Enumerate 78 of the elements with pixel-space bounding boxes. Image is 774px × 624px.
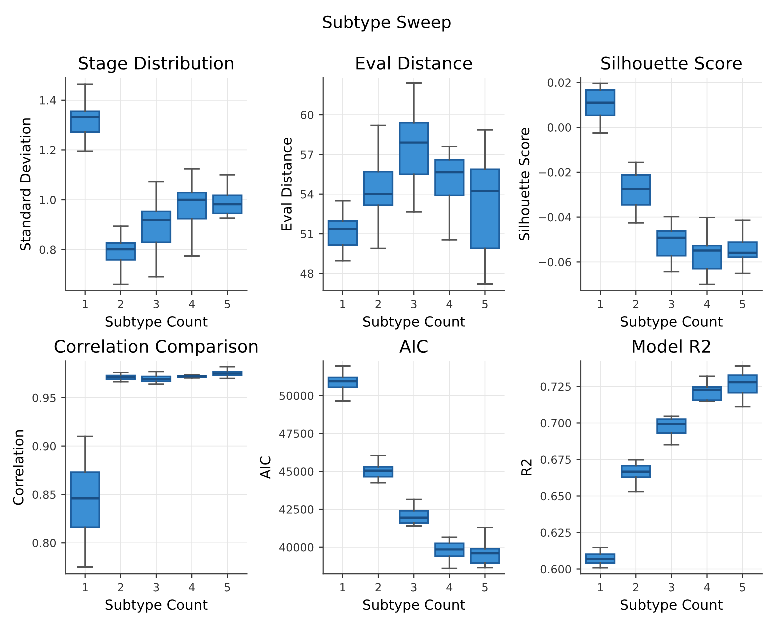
- x-tick-label: 3: [411, 300, 417, 309]
- y-tick-label: 1.4: [40, 96, 56, 105]
- x-tick-label: 4: [189, 300, 195, 308]
- x-tick-label: 5: [482, 583, 488, 592]
- y-tick-label: 0.8: [40, 246, 56, 254]
- x-tick-label: 2: [633, 300, 639, 308]
- x-tick-label: 2: [376, 583, 381, 592]
- y-tick-label: 50000: [280, 392, 314, 400]
- x-tick-label: 5: [740, 583, 746, 592]
- y-tick-label: 0.00: [548, 124, 572, 132]
- x-tick-label: 4: [189, 583, 195, 592]
- y-tick-label: 42500: [280, 506, 314, 514]
- x-axis-title: Subtype Count: [363, 316, 466, 330]
- y-axis-title: R2: [521, 460, 532, 476]
- x-tick-label: 5: [224, 300, 230, 309]
- y-tick-label: 1.2: [40, 146, 56, 154]
- x-tick-label: 1: [340, 583, 346, 592]
- x-tick-label: 2: [118, 583, 124, 592]
- x-tick-label: 3: [154, 300, 160, 309]
- y-tick-label: 48: [300, 270, 314, 278]
- y-tick-label: 47500: [280, 430, 314, 438]
- x-axis-title: Subtype Count: [106, 599, 208, 613]
- x-tick-label: 5: [740, 300, 746, 309]
- y-tick-label: 0.725: [540, 382, 571, 392]
- x-tick-label: 3: [669, 583, 674, 592]
- x-axis-title: Subtype Count: [106, 316, 208, 330]
- y-axis-title: Silhouette Score: [518, 128, 530, 241]
- y-tick-label: 54: [301, 190, 314, 199]
- y-tick-label: −0.06: [539, 258, 572, 267]
- x-tick-label: 1: [598, 300, 604, 308]
- y-axis-title: Standard Deviation: [20, 118, 31, 251]
- x-tick-label: 4: [704, 300, 710, 308]
- x-tick-label: 2: [633, 583, 639, 592]
- x-tick-label: 1: [83, 583, 88, 592]
- x-tick-label: 2: [376, 300, 381, 308]
- y-tick-label: 0.90: [32, 442, 56, 451]
- y-tick-label: 0.650: [540, 492, 572, 501]
- x-tick-label: 3: [154, 583, 160, 592]
- chart-title: Eval Distance: [356, 56, 472, 70]
- x-axis-title: Subtype Count: [621, 316, 723, 330]
- y-tick-label: 0.675: [540, 456, 571, 464]
- y-axis-title: Correlation: [13, 430, 24, 506]
- y-tick-label: 51: [301, 230, 314, 238]
- y-tick-label: 0.95: [32, 394, 56, 402]
- y-tick-label: −0.02: [539, 168, 571, 177]
- y-tick-label: −0.04: [539, 213, 572, 222]
- chart-title: AIC: [400, 340, 428, 354]
- y-tick-label: 40000: [280, 543, 314, 552]
- x-tick-label: 4: [704, 583, 710, 592]
- y-tick-label: 0.85: [32, 490, 56, 500]
- y-tick-label: 0.02: [548, 78, 571, 88]
- y-tick-label: 0.700: [540, 419, 572, 428]
- text: Subtype Sweep: [323, 16, 451, 32]
- chart-title: Silhouette Score: [602, 56, 742, 70]
- x-tick-label: 3: [411, 583, 417, 592]
- chart-title: Model R2: [633, 340, 710, 354]
- chart-title: Correlation Comparison: [54, 340, 258, 356]
- y-axis-title: Eval Distance: [281, 138, 292, 230]
- chart-title: Stage Distribution: [79, 56, 234, 74]
- x-tick-label: 2: [118, 300, 124, 308]
- y-tick-label: 60: [300, 111, 314, 120]
- x-axis-title: Subtype Count: [363, 599, 466, 613]
- y-tick-label: 0.600: [540, 565, 572, 574]
- x-tick-label: 1: [83, 300, 88, 308]
- y-tick-label: 0.625: [540, 528, 571, 538]
- x-axis-title: Subtype Count: [621, 599, 723, 613]
- y-tick-label: 57: [301, 150, 314, 160]
- y-axis-title: AIC: [260, 456, 271, 480]
- x-tick-label: 5: [482, 300, 488, 309]
- x-tick-label: 1: [340, 300, 346, 308]
- y-tick-label: 45000: [280, 468, 314, 476]
- y-tick-label: 0.80: [32, 539, 56, 548]
- y-tick-label: 1.0: [40, 196, 56, 204]
- x-tick-label: 5: [224, 583, 230, 592]
- x-tick-label: 3: [669, 300, 674, 309]
- x-tick-label: 4: [446, 583, 453, 592]
- x-tick-label: 4: [446, 300, 453, 308]
- x-tick-label: 1: [598, 583, 604, 592]
